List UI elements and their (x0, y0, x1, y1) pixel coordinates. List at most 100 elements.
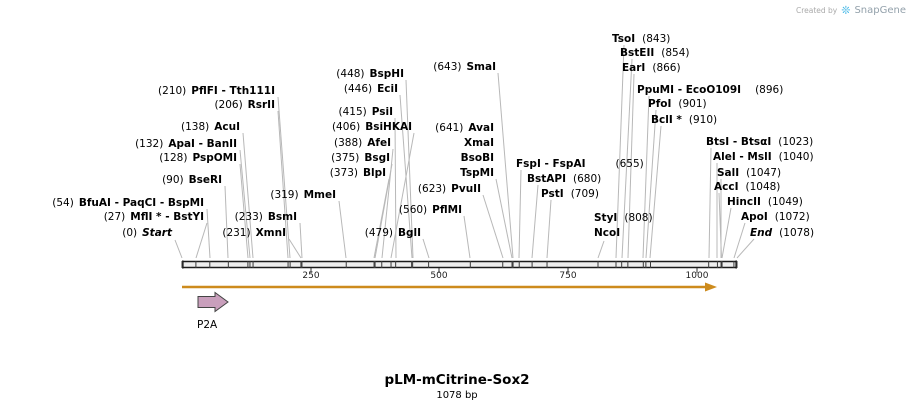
enzyme-site-label: (406) BsiHKAI (332, 121, 412, 133)
site-name: AvaI (468, 122, 494, 134)
site-position: (206) (214, 99, 243, 111)
site-position: (231) (222, 227, 251, 239)
site-name: SmaI (466, 61, 497, 73)
site-position: (901) (678, 98, 707, 110)
site-name: HincII (727, 196, 761, 208)
site-name: End (750, 227, 773, 239)
enzyme-site-label: (319) MmeI (270, 189, 336, 201)
enzyme-site-label: (479) BglI (365, 227, 421, 239)
site-position: (808) (624, 212, 653, 224)
site-name: PfoI (648, 98, 672, 110)
site-name: PspOMI (192, 152, 237, 164)
feature-arrow-p2a (197, 291, 229, 313)
enzyme-site-label: (132) ApaI - BanII (135, 138, 237, 150)
enzyme-site-label: (373) BlpI (330, 167, 386, 179)
title-block: pLM-mCitrine-Sox2 1078 bp (0, 372, 914, 401)
enzyme-site-label: (643) SmaI (433, 61, 496, 73)
start-label: (0) Start (122, 227, 172, 239)
site-position: (680) (573, 173, 602, 185)
site-position: (1047) (746, 167, 782, 179)
enzyme-site-label: (231) XmnI (222, 227, 286, 239)
site-position: (446) (343, 83, 373, 95)
site-name: BstAPI (527, 173, 567, 185)
enzyme-site-label: (448) BspHI (336, 68, 404, 80)
site-position: (1040) (778, 151, 814, 163)
site-position: (479) (364, 227, 393, 239)
site-name: FspI - FspAI (516, 158, 586, 170)
site-name: PpuMI - EcoO109I (637, 84, 742, 96)
site-position: (1023) (778, 136, 814, 148)
orf-arrow (182, 282, 717, 292)
feature-label-p2a: P2A (197, 319, 218, 331)
site-name: BtsI - BtsαI (706, 136, 772, 148)
site-name: Start (142, 227, 172, 239)
ruler-tick-label: 250 (302, 271, 320, 281)
site-name: BsgI (364, 152, 390, 164)
site-position: (54) (52, 197, 74, 209)
site-name: BfuAI - PaqCI - BspMI (78, 197, 204, 209)
site-name: BseRI (188, 174, 222, 186)
site-name: AleI - MslI (713, 151, 772, 163)
site-name: XmnI (255, 227, 286, 239)
site-name: BsmI (267, 211, 297, 223)
end-label: End (1078) (750, 227, 814, 239)
site-position: (128) (159, 152, 188, 164)
ruler-tick-label: 1000 (685, 271, 709, 281)
enzyme-site-label: FspI - FspAI (655) (516, 158, 644, 170)
enzyme-site-label: (128) PspOMI (159, 152, 237, 164)
enzyme-site-label: BtsI - BtsαI (1023) (706, 136, 813, 148)
enzyme-site-label: PfoI (901) (648, 98, 707, 110)
enzyme-site-label: (233) BsmI (235, 211, 297, 223)
site-name: PflFI - Tth111I (191, 85, 275, 97)
site-name: PflMI (432, 204, 462, 216)
enzyme-site-label: ApoI (1072) (741, 211, 810, 223)
site-position: (448) (336, 68, 365, 80)
enzyme-site-label: SalI (1047) (717, 167, 781, 179)
site-name: MmeI (303, 189, 336, 201)
site-name: BsoBI (460, 152, 494, 164)
site-position: (709) (570, 188, 599, 200)
enzyme-site-label: (90) BseRI (162, 174, 222, 186)
site-name: AccI (714, 181, 739, 193)
site-name: BstEII (620, 47, 655, 59)
site-position: (373) (329, 167, 358, 179)
plasmid-title: pLM-mCitrine-Sox2 (384, 372, 530, 388)
site-position: (27) (103, 211, 126, 223)
enzyme-site-label: (446) EciI (344, 83, 398, 95)
enzyme-site-group: (641) AvaI XmaI BsoBI TspMI (435, 121, 494, 181)
site-position: (1072) (774, 211, 810, 223)
enzyme-site-label: TsoI (843) (612, 33, 670, 45)
site-position: (319) (270, 189, 299, 201)
enzyme-site-label: (206) RsrII (214, 99, 275, 111)
site-position: (375) (331, 152, 360, 164)
site-name: PsiI (371, 106, 393, 118)
enzyme-site-label: BstAPI (680) (527, 173, 601, 185)
site-name: BglI (397, 227, 421, 239)
site-position: (1048) (745, 181, 781, 193)
enzyme-site-label: (210) PflFI - Tth111I (158, 85, 275, 97)
site-position: (910) (688, 114, 718, 126)
enzyme-site-label: (388) AfeI (334, 137, 391, 149)
site-position: (560) (398, 204, 428, 216)
site-name: EciI (377, 83, 398, 95)
sequence-bar (182, 260, 738, 269)
site-name: TsoI (612, 33, 636, 45)
site-position: (641) (435, 122, 464, 134)
ruler-ticks (310, 268, 698, 273)
ruler-tick-label: 750 (559, 271, 577, 281)
site-position: (866) (652, 62, 681, 74)
site-name: StyI (594, 212, 618, 224)
enzyme-site-label: (27) MflI * - BstYI (104, 211, 204, 223)
enzyme-site-label: (415) PsiI (338, 106, 393, 118)
site-name: TspMI (460, 167, 494, 179)
site-position: (210) (158, 85, 187, 97)
site-position: (406) (331, 121, 361, 133)
enzyme-site-label: (623) PvuII (418, 183, 481, 195)
enzyme-site-label: BclI * (910) (651, 114, 717, 126)
snapgene-brand-text: SnapGene (854, 5, 906, 16)
enzyme-site-label: (54) BfuAI - PaqCI - BspMI (52, 197, 204, 209)
site-position: (643) (433, 61, 462, 73)
site-name: NcoI (594, 227, 621, 239)
enzyme-site-group: StyI (808) NcoI (594, 211, 653, 241)
